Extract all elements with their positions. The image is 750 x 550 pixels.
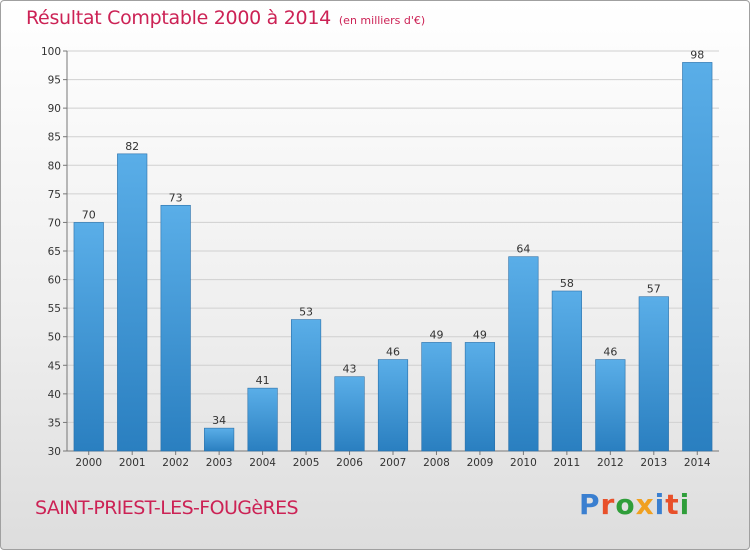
value-label: 53 xyxy=(299,306,313,319)
y-tick-label: 40 xyxy=(48,389,61,401)
bar xyxy=(682,62,713,452)
bar xyxy=(464,342,496,452)
bar xyxy=(421,342,452,452)
y-tick-label: 45 xyxy=(48,360,61,372)
proxiti-logo: Proxiti xyxy=(579,488,690,521)
bar xyxy=(377,359,409,452)
y-tick-label: 75 xyxy=(48,189,61,201)
x-tick-label: 2007 xyxy=(380,457,407,469)
logo-letter: r xyxy=(600,488,616,521)
value-label: 41 xyxy=(256,374,270,387)
logo-letter: i xyxy=(654,488,666,521)
x-tick-label: 2012 xyxy=(597,457,624,469)
y-tick-label: 50 xyxy=(48,332,61,344)
value-label: 98 xyxy=(690,48,704,61)
logo-letter: o xyxy=(615,488,636,521)
value-label: 46 xyxy=(386,346,400,359)
bar xyxy=(595,359,626,452)
y-tick-label: 90 xyxy=(48,103,61,115)
bar xyxy=(638,296,669,452)
value-label: 49 xyxy=(473,328,487,341)
x-tick-label: 2002 xyxy=(162,457,189,469)
logo-letter: x xyxy=(635,488,655,521)
y-tick-label: 80 xyxy=(48,160,61,172)
x-tick-label: 2005 xyxy=(293,457,320,469)
x-tick-label: 2003 xyxy=(206,457,233,469)
bar xyxy=(508,256,539,452)
x-tick-label: 2008 xyxy=(423,457,450,469)
value-label: 49 xyxy=(429,328,443,341)
bar xyxy=(334,376,365,452)
bar xyxy=(290,319,322,452)
x-tick-label: 2006 xyxy=(336,457,363,469)
y-tick-label: 30 xyxy=(48,446,61,458)
bar xyxy=(160,204,191,452)
chart-title: Résultat Comptable 2000 à 2014 xyxy=(26,7,331,29)
value-label: 58 xyxy=(560,277,574,290)
y-tick-label: 95 xyxy=(48,75,61,87)
value-label: 82 xyxy=(125,140,139,153)
y-tick-label: 85 xyxy=(48,132,61,144)
y-tick-label: 100 xyxy=(41,46,61,58)
y-tick-label: 60 xyxy=(48,275,61,287)
value-label: 34 xyxy=(212,414,226,427)
chart-unit-note: (en milliers d'€) xyxy=(338,14,426,27)
x-tick-label: 2011 xyxy=(553,457,580,469)
value-label: 57 xyxy=(647,283,661,296)
bar xyxy=(73,222,104,452)
x-tick-label: 2013 xyxy=(640,457,667,469)
logo-letter: t xyxy=(665,488,680,521)
x-tick-label: 2004 xyxy=(249,457,276,469)
value-label: 43 xyxy=(343,363,357,376)
labels: 30 35 40 45 50 55 60 65 70 75 80 85 90 95 100 70 2000 82 2… xyxy=(41,46,711,469)
bars xyxy=(73,62,713,452)
value-label: 46 xyxy=(603,346,617,359)
logo-letter: i xyxy=(679,488,691,521)
y-tick-label: 35 xyxy=(48,417,61,429)
value-label: 70 xyxy=(82,208,96,221)
x-tick-label: 2001 xyxy=(119,457,146,469)
y-tick-label: 70 xyxy=(48,217,61,229)
y-tick-label: 65 xyxy=(48,246,61,258)
title-row: Résultat Comptable 2000 à 2014 (en millie… xyxy=(26,7,425,29)
y-tick-label: 55 xyxy=(48,303,61,315)
commune-name: SAINT-PRIEST-LES-FOUGèRES xyxy=(35,497,299,519)
x-tick-label: 2014 xyxy=(684,457,711,469)
bar xyxy=(247,387,278,452)
value-label: 73 xyxy=(169,191,183,204)
x-tick-label: 2010 xyxy=(510,457,537,469)
logo-letter: P xyxy=(579,488,601,521)
x-tick-label: 2000 xyxy=(75,457,102,469)
value-label: 64 xyxy=(516,243,530,256)
bar xyxy=(117,153,148,452)
bar xyxy=(204,427,235,452)
x-tick-label: 2009 xyxy=(467,457,494,469)
bar xyxy=(551,290,582,452)
